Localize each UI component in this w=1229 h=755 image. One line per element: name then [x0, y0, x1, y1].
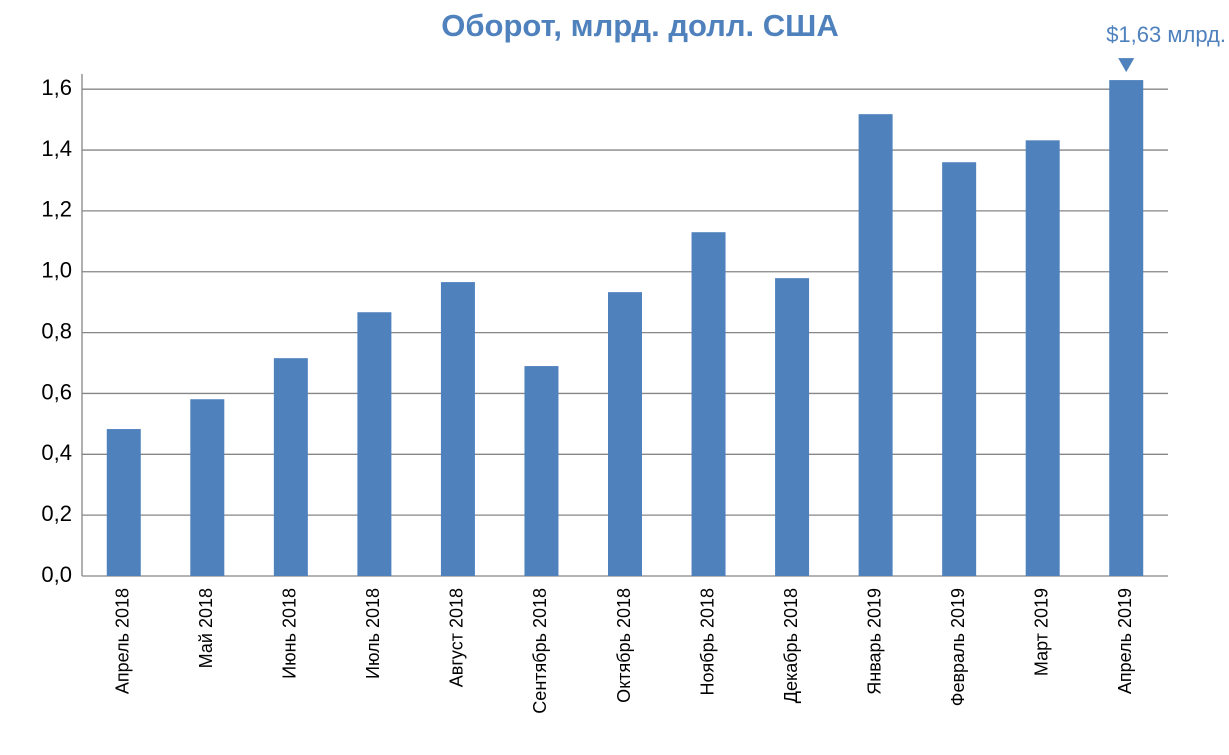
- bar: [608, 292, 642, 576]
- y-tick-label: 1,6: [41, 75, 72, 100]
- x-tick-label: Февраль 2019: [948, 588, 968, 706]
- x-tick-label: Сентябрь 2018: [530, 588, 550, 714]
- y-tick-label: 0,2: [41, 501, 72, 526]
- bar: [440, 282, 475, 576]
- y-tick-label: 0,4: [41, 440, 72, 465]
- bar: [1109, 80, 1144, 577]
- y-tick-label: 0,0: [41, 562, 72, 587]
- bar: [775, 278, 810, 576]
- bar: [273, 358, 308, 576]
- bar: [106, 429, 141, 576]
- x-tick-label: Декабрь 2018: [781, 588, 801, 703]
- y-tick-label: 1,0: [41, 258, 72, 283]
- bar: [524, 366, 559, 576]
- annotation: $1,63 млрд.: [1106, 22, 1226, 47]
- y-tick-label: 1,2: [41, 197, 72, 222]
- y-tick-label: 1,4: [41, 136, 72, 161]
- chart-title: Оборот, млрд. долл. США: [441, 8, 838, 43]
- x-tick-label: Август 2018: [447, 588, 467, 687]
- bar: [190, 399, 225, 576]
- x-tick-label: Март 2019: [1031, 588, 1051, 676]
- y-tick-label: 0,6: [41, 379, 72, 404]
- x-tick-label: Январь 2019: [864, 588, 884, 695]
- x-tick-label: Апрель 2019: [1115, 588, 1135, 694]
- x-tick-label: Июнь 2018: [280, 588, 300, 679]
- y-tick-label: 0,8: [41, 318, 72, 343]
- bar: [1025, 140, 1060, 577]
- bar: [691, 232, 726, 576]
- bar: [942, 162, 977, 577]
- x-tick-label: Ноябрь 2018: [697, 588, 717, 696]
- annotation-arrow: [1118, 58, 1135, 73]
- x-tick-label: Апрель 2018: [113, 588, 133, 694]
- bar: [357, 312, 392, 576]
- x-tick-label: Май 2018: [196, 588, 216, 668]
- bar: [858, 114, 893, 576]
- x-tick-label: Октябрь 2018: [614, 588, 634, 703]
- x-tick-label: Июль 2018: [363, 588, 383, 679]
